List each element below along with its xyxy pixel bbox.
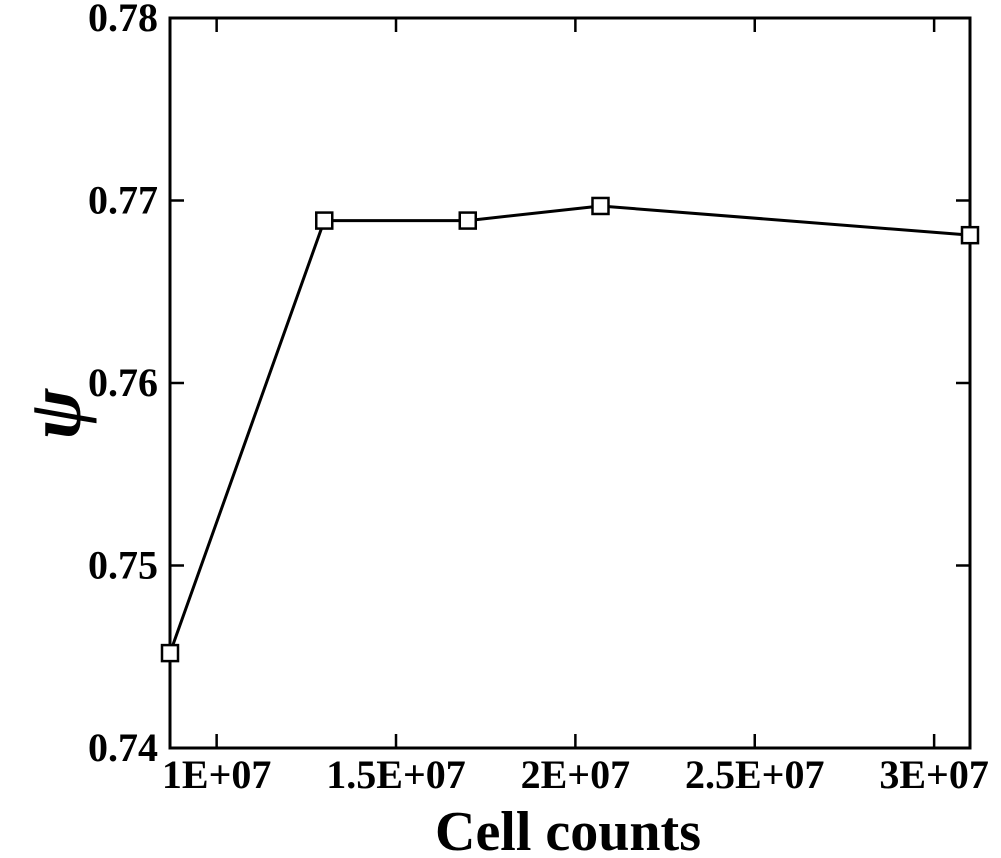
y-tick-label: 0.75 (88, 543, 158, 588)
x-axis-ticks: 1E+07 1.5E+07 2E+07 2.5E+07 3E+07 (162, 18, 989, 797)
y-tick-label: 0.76 (88, 360, 158, 405)
data-point-marker (458, 211, 478, 230)
data-point-marker (160, 643, 180, 663)
data-point-marker (960, 225, 980, 245)
data-point-marker (315, 211, 334, 230)
plot-frame (168, 16, 972, 750)
x-tick-label: 2.5E+07 (685, 752, 824, 797)
y-tick-label: 0.74 (88, 725, 158, 770)
series-layer (160, 196, 980, 663)
x-tick-label: 2E+07 (521, 752, 630, 797)
plot-border (168, 16, 972, 750)
x-tick-label: 1E+07 (162, 752, 271, 797)
series-line (168, 204, 971, 654)
x-tick-label: 1.5E+07 (326, 752, 465, 797)
x-tick-label: 3E+07 (879, 752, 988, 797)
y-tick-label: 0.77 (88, 178, 158, 223)
data-point-marker (591, 196, 610, 216)
y-tick-label: 0.78 (88, 0, 158, 40)
y-axis-title: ψ (13, 387, 97, 439)
y-axis-ticks: 0.74 0.75 0.76 0.77 0.78 (88, 0, 970, 770)
x-axis-title: Cell counts (435, 801, 701, 858)
